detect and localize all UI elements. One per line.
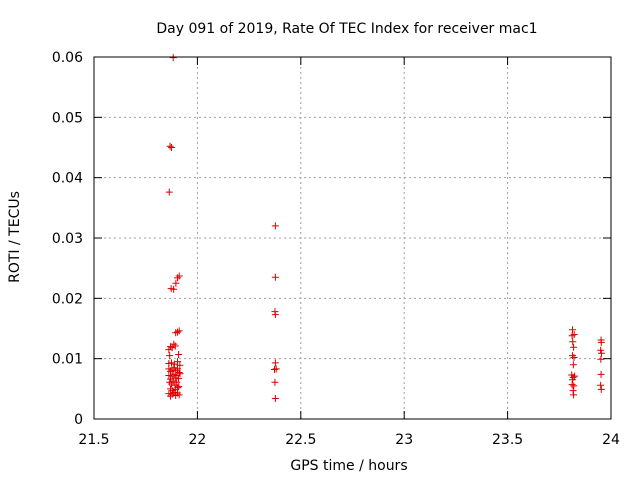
data-point [168, 144, 176, 151]
y-tick-label: 0.01 [52, 352, 83, 368]
data-point [271, 378, 279, 386]
y-tick-label: 0.04 [52, 171, 83, 187]
data-point [173, 372, 181, 380]
data-point [174, 389, 182, 397]
y-tick-label: 0.02 [52, 291, 83, 307]
data-point [271, 273, 279, 281]
data-point [571, 372, 579, 380]
y-tick-label: 0.06 [52, 50, 83, 66]
data-point [167, 392, 175, 400]
data-point [271, 366, 279, 374]
data-point [174, 328, 182, 336]
data-point [597, 370, 605, 378]
data-point [569, 338, 577, 346]
data-point [570, 331, 578, 339]
data-point [175, 391, 183, 399]
x-axis-label: GPS time / hours [290, 458, 407, 474]
data-point [166, 352, 174, 360]
data-point [173, 378, 181, 386]
data-point [272, 365, 280, 373]
data-point [597, 346, 605, 354]
data-point [170, 285, 178, 293]
grid [94, 57, 611, 419]
data-point [172, 279, 180, 287]
data-point [169, 377, 177, 385]
data-point [165, 372, 173, 380]
x-tick-label: 22 [188, 432, 206, 448]
data-point [174, 365, 182, 373]
data-point [168, 372, 176, 380]
y-tick-label: 0.03 [52, 231, 83, 247]
y-tick-label: 0.05 [52, 110, 83, 126]
x-tick-label: 21.5 [78, 432, 109, 448]
axis-ticks: 21.5 22 22.5 23 23.5 24 0 0.01 0.02 0.03 0.04 0.05 0… [52, 50, 620, 448]
data-point [568, 381, 576, 389]
data-point [174, 274, 182, 282]
data-point [165, 346, 173, 354]
data-point [168, 380, 176, 388]
data-point [167, 367, 175, 375]
data-point [168, 344, 176, 352]
data-points [165, 54, 605, 402]
y-axis-label: ROTI / TECUs [7, 191, 23, 283]
data-point [570, 391, 578, 399]
data-point [569, 352, 577, 360]
data-point [168, 390, 176, 398]
x-tick-label: 22.5 [285, 432, 316, 448]
data-point [165, 188, 173, 196]
data-point [175, 272, 183, 280]
data-point [597, 349, 605, 357]
data-point [570, 382, 578, 390]
data-point [170, 340, 178, 348]
data-point [169, 54, 177, 62]
data-point [569, 361, 577, 369]
data-point [570, 353, 578, 361]
data-point [176, 370, 184, 378]
chart-title: Day 091 of 2019, Rate Of TEC Index for r… [156, 21, 537, 37]
data-point [174, 358, 182, 366]
data-point [176, 361, 184, 369]
plot-frame [93, 56, 612, 420]
data-point [597, 381, 605, 389]
data-point [597, 355, 605, 363]
data-point [569, 326, 577, 334]
data-point [170, 370, 178, 378]
data-point [168, 359, 176, 367]
x-tick-label: 23 [395, 432, 413, 448]
data-point [271, 394, 279, 402]
data-point [570, 343, 578, 351]
data-point [175, 375, 183, 383]
data-point [171, 342, 179, 350]
data-point [271, 222, 279, 230]
data-point [597, 338, 605, 346]
x-tick-label: 24 [602, 432, 620, 448]
data-point [175, 382, 183, 390]
y-tick-label: 0 [74, 412, 83, 428]
data-point [175, 350, 183, 358]
data-point [175, 327, 183, 335]
data-point [166, 142, 174, 150]
data-point [597, 385, 605, 393]
x-tick-label: 23.5 [492, 432, 523, 448]
data-point [271, 359, 279, 367]
data-point [271, 311, 279, 319]
